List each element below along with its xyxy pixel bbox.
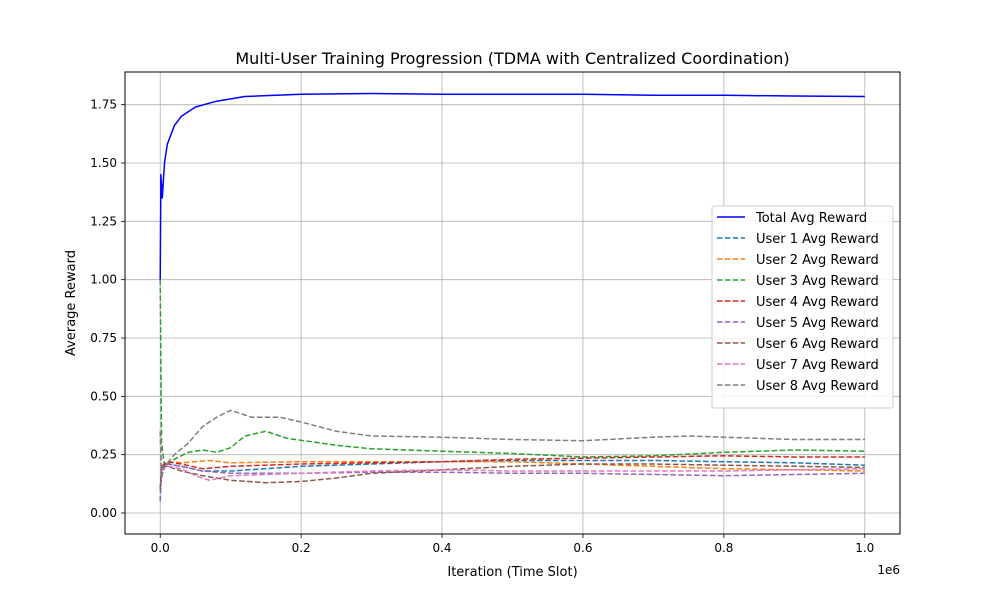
legend-label: Total Avg Reward xyxy=(755,211,867,226)
plot-frame xyxy=(124,71,901,535)
series-line-user-3 xyxy=(159,279,865,468)
x-tick-label: 0.6 xyxy=(573,541,592,555)
legend: Total Avg Reward User 1 Avg Reward User 2 … xyxy=(711,205,894,409)
legend-box xyxy=(711,205,894,409)
legend-label: User 1 Avg Reward xyxy=(756,232,879,247)
ticks: 0.0 0.2 0.4 0.6 0.8 1.0 0.00 0.25 0.50 0.75 1.00 1.… xyxy=(90,98,874,555)
y-tick-label: 1.75 xyxy=(90,98,117,112)
y-tick-label: 1.50 xyxy=(90,156,117,170)
series-line-total xyxy=(159,92,865,280)
legend-label: User 5 Avg Reward xyxy=(756,316,879,331)
y-tick-label: 1.00 xyxy=(90,273,117,287)
series-line-user-5 xyxy=(159,463,865,502)
x-tick-label: 1.0 xyxy=(855,541,874,555)
x-tick-label: 0.0 xyxy=(151,541,170,555)
legend-label: User 2 Avg Reward xyxy=(756,253,879,268)
x-tick-label: 0.8 xyxy=(714,541,733,555)
y-tick-label: 1.25 xyxy=(90,214,117,228)
x-axis-offset-label: 1e6 xyxy=(877,563,900,577)
y-tick-label: 0.75 xyxy=(90,331,117,345)
y-axis-label: Average Reward xyxy=(64,250,79,356)
series-line-user-7 xyxy=(159,431,865,482)
chart-title: Multi-User Training Progression (TDMA wi… xyxy=(235,49,789,68)
y-tick-label: 0.50 xyxy=(90,389,117,403)
series-line-user-4 xyxy=(159,455,865,490)
series-line-user-1 xyxy=(159,459,865,502)
y-tick-label: 0.25 xyxy=(90,448,117,462)
x-tick-label: 0.2 xyxy=(292,541,311,555)
series-line-user-6 xyxy=(159,463,865,490)
legend-label: User 4 Avg Reward xyxy=(756,295,879,310)
x-axis-label: Iteration (Time Slot) xyxy=(447,565,577,580)
legend-label: User 8 Avg Reward xyxy=(756,379,879,394)
series-layer xyxy=(159,92,865,502)
legend-label: User 7 Avg Reward xyxy=(756,358,879,373)
series-line-user-8 xyxy=(159,409,865,479)
legend-label: User 6 Avg Reward xyxy=(756,337,879,352)
legend-label: User 3 Avg Reward xyxy=(756,274,879,289)
x-tick-label: 0.4 xyxy=(432,541,451,555)
y-tick-label: 0.00 xyxy=(90,506,117,520)
